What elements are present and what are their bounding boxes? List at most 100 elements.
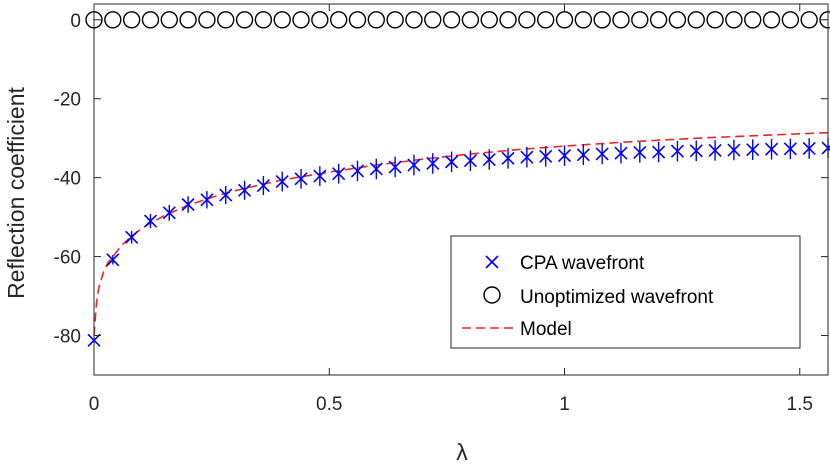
cpa-cross-stroke: [256, 178, 270, 193]
legend-label-cpa: CPA wavefront: [520, 253, 645, 274]
unoptimized-marker: [781, 11, 800, 29]
cpa-cross-stroke: [708, 143, 722, 157]
unoptimized-marker: [649, 11, 668, 29]
y-axis-label: Reflection coefficient: [3, 86, 29, 298]
cpa-marker: [576, 144, 590, 166]
cpa-marker: [332, 163, 346, 184]
axes-frame: [93, 3, 829, 376]
unoptimized-marker: [442, 11, 461, 29]
cpa-cross-stroke: [539, 149, 553, 163]
unoptimized-marker: [612, 11, 630, 29]
unoptimized-marker: [386, 11, 404, 29]
unoptimized-marker: [536, 11, 555, 29]
unoptimized-marker: [348, 11, 367, 29]
cpa-cross-stroke: [670, 144, 685, 158]
cpa-marker: [388, 156, 402, 178]
legend-marker-cpa: [485, 255, 499, 269]
cpa-cross-stroke: [576, 148, 590, 162]
cpa-marker: [821, 137, 830, 159]
unoptimized-marker: [706, 11, 724, 29]
cpa-marker: [670, 140, 685, 162]
legend-box: [450, 235, 801, 349]
cpa-marker: [369, 158, 383, 180]
x-tick-label: 0: [89, 394, 100, 415]
cpa-cross-stroke: [106, 253, 120, 267]
cpa-marker: [746, 139, 760, 160]
cpa-cross-stroke: [162, 206, 176, 220]
y-tick-label: 0: [70, 11, 81, 32]
cpa-marker: [106, 253, 120, 267]
unoptimized-marker: [668, 11, 687, 29]
cpa-cross-stroke: [407, 158, 421, 172]
unoptimized-marker: [217, 11, 235, 29]
unoptimized-marker: [292, 11, 310, 29]
legend: CPA wavefront Unoptimized wavefront Mode…: [450, 235, 801, 349]
cpa-marker: [237, 180, 252, 200]
cpa-marker: [764, 138, 779, 160]
cpa-cross-stroke: [181, 197, 195, 212]
cpa-marker: [652, 141, 666, 163]
unoptimized-marker: [762, 11, 781, 29]
cpa-marker: [727, 139, 741, 161]
cpa-marker: [520, 146, 534, 168]
unoptimized-marker: [104, 11, 122, 29]
cpa-marker: [143, 213, 158, 229]
cpa-cross-stroke: [652, 145, 666, 159]
cpa-marker: [482, 149, 496, 170]
y-tick-label: -60: [54, 248, 81, 269]
cpa-marker: [463, 150, 477, 171]
unoptimized-marker: [480, 11, 498, 29]
legend-label-unoptimized: Unoptimized wavefront: [520, 287, 714, 308]
cpa-cross-stroke: [614, 146, 628, 160]
cpa-cross-stroke: [219, 188, 233, 202]
cpa-marker: [614, 142, 628, 164]
unoptimized-marker: [311, 11, 329, 29]
unoptimized-marker: [725, 11, 743, 29]
y-tick-label: -20: [54, 90, 81, 111]
y-tick-label: -80: [54, 327, 81, 348]
legend-marker-unoptimized: [483, 286, 501, 304]
cpa-cross-stroke: [200, 193, 214, 207]
cpa-marker: [275, 171, 289, 192]
unoptimized-marker: [160, 11, 178, 29]
unoptimized-marker: [235, 11, 254, 29]
unoptimized-marker: [179, 11, 197, 29]
cpa-marker: [256, 176, 270, 196]
cpa-marker: [445, 151, 459, 173]
unoptimized-marker: [555, 11, 574, 29]
cpa-cross-stroke: [802, 141, 816, 156]
unoptimized-marker: [518, 11, 536, 29]
cpa-marker: [802, 138, 816, 159]
cpa-cross-stroke: [143, 214, 158, 228]
unoptimized-marker: [141, 11, 160, 29]
unoptimized-marker: [367, 11, 386, 29]
cpa-marker: [200, 191, 214, 209]
cpa-cross-stroke: [445, 155, 459, 169]
unoptimized-marker: [329, 11, 348, 29]
cpa-marker: [125, 230, 139, 244]
unoptimized-marker: [687, 11, 705, 29]
cpa-cross-stroke: [727, 143, 741, 157]
cpa-cross-stroke: [426, 156, 440, 171]
cpa-cross-stroke: [520, 150, 534, 164]
cpa-cross-stroke: [275, 175, 289, 189]
unoptimized-marker: [122, 11, 141, 29]
cpa-marker: [708, 140, 722, 161]
x-tick-label: 1: [559, 394, 570, 415]
cpa-cross-stroke: [482, 152, 496, 167]
cpa-cross-stroke: [783, 142, 797, 156]
cpa-marker: [501, 148, 515, 169]
cpa-cross-stroke: [689, 144, 703, 158]
legend-label-model: Model: [520, 319, 572, 340]
cpa-cross-stroke: [332, 167, 346, 181]
cpa-marker: [689, 140, 703, 162]
cpa-cross-stroke: [746, 143, 760, 157]
cpa-legend-cross-stroke: [485, 255, 499, 269]
unoptimized-marker: [273, 11, 291, 29]
cpa-marker: [783, 138, 797, 160]
cpa-cross-stroke: [294, 172, 308, 186]
unoptimized-marker: [744, 11, 762, 29]
unoptimized-marker: [574, 11, 593, 29]
model-line: [93, 131, 829, 336]
